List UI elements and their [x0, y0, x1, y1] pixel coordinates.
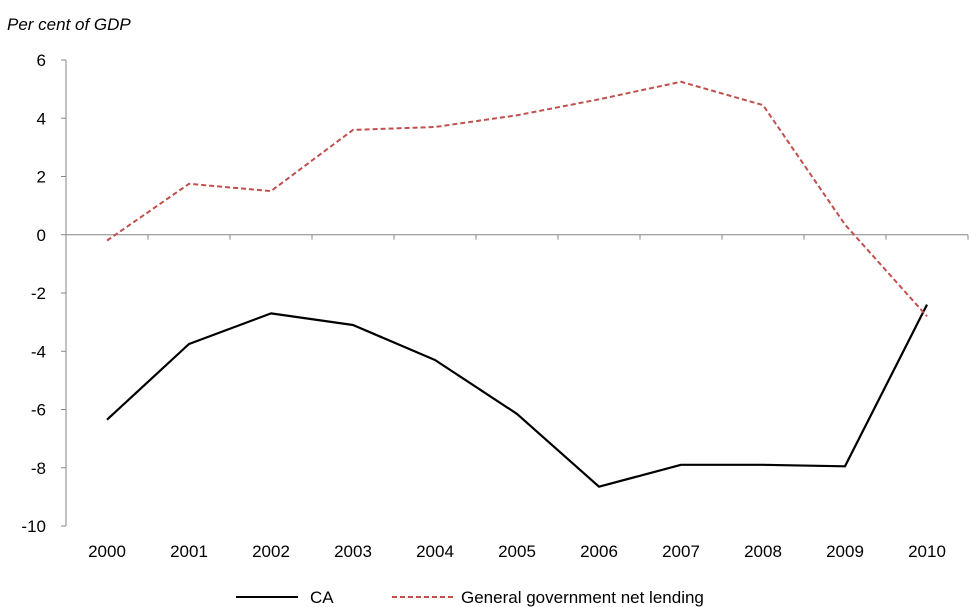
y-tick-label: 0 — [37, 226, 46, 245]
series-line-ca — [106, 304, 928, 488]
y-tick-label: -4 — [31, 342, 46, 361]
y-axis-unit-label: Per cent of GDP — [7, 15, 131, 34]
x-tick-label: 2010 — [908, 542, 946, 561]
x-tick-label: 2008 — [744, 542, 782, 561]
y-tick-label: 2 — [37, 168, 46, 187]
x-axis: 2000 2001 2002 2003 2004 2005 2006 2007 2008 2009… — [66, 234, 969, 561]
legend: CA General government net lending — [236, 588, 704, 607]
series-layer — [106, 80, 928, 488]
y-tick-label: -2 — [31, 284, 46, 303]
y-tick-label: 4 — [37, 109, 46, 128]
y-tick-label: -8 — [31, 459, 46, 478]
x-tick-label: 2009 — [826, 542, 864, 561]
x-tick-label: 2004 — [416, 542, 454, 561]
x-tick-label: 2003 — [334, 542, 372, 561]
y-tick-label: -10 — [21, 517, 46, 536]
x-tick-label: 2006 — [580, 542, 618, 561]
y-tick-label: -6 — [31, 401, 46, 420]
x-tick-label: 2002 — [252, 542, 290, 561]
y-axis: 6 4 2 0 -2 -4 -6 -8 -10 — [21, 51, 67, 536]
x-tick-label: 2005 — [498, 542, 536, 561]
x-tick-label: 2000 — [88, 542, 126, 561]
legend-label: CA — [310, 588, 334, 607]
x-tick-label: 2001 — [170, 542, 208, 561]
series-line-general-government-net-lending — [106, 80, 928, 317]
y-tick-label: 6 — [37, 51, 46, 70]
legend-label: General government net lending — [461, 588, 704, 607]
x-tick-label: 2007 — [662, 542, 700, 561]
